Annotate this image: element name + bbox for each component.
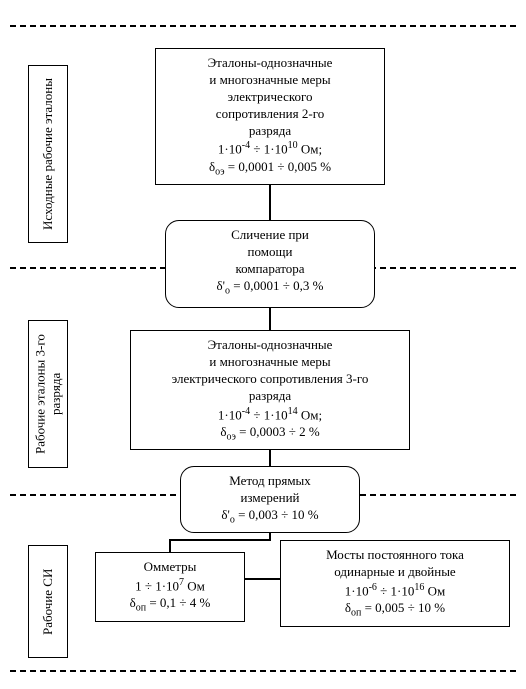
flowchart-node: Эталоны-однозначныеи многозначные мерыэл… <box>130 330 410 450</box>
connector-line <box>269 308 271 330</box>
diagram-canvas: Исходные рабочие эталоны Рабочие эталоны … <box>10 10 516 679</box>
flowchart-node: Мосты постоянного токаодинарные и двойны… <box>280 540 510 627</box>
flowchart-node: Сличение припомощикомпаратораδ'о = 0,000… <box>165 220 375 308</box>
section-divider <box>10 25 516 27</box>
section-label: Исходные рабочие эталоны <box>28 65 68 243</box>
section-divider <box>10 670 516 672</box>
connector-line <box>269 448 271 466</box>
connector-line <box>169 539 171 552</box>
flowchart-node: Метод прямыхизмеренийδ'о = 0,003 ÷ 10 % <box>180 466 360 533</box>
flowchart-node: Эталоны-однозначныеи многозначные мерыэл… <box>155 48 385 185</box>
flowchart-node: Омметры1 ÷ 1·107 Омδоп = 0,1 ÷ 4 % <box>95 552 245 622</box>
section-label: Рабочие эталоны 3-го разряда <box>28 320 68 468</box>
connector-line <box>169 539 271 541</box>
connector-line <box>245 578 280 580</box>
section-label: Рабочие СИ <box>28 545 68 658</box>
connector-line <box>269 180 271 220</box>
